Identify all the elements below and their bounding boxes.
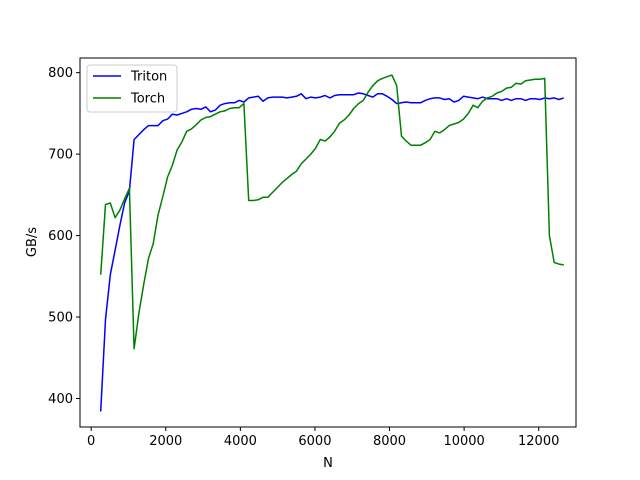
- ticks-layer: 0 2000 4000 6000 8000 10000 12000 400 500 600 700 8…: [48, 66, 559, 449]
- x-tick-label: 0: [87, 434, 95, 449]
- series-layer: [99, 74, 565, 412]
- legend: Triton Torch: [86, 64, 178, 113]
- x-axis-label: N: [323, 456, 333, 471]
- axes-frame: [79, 57, 577, 428]
- y-axis-label: GB/s: [25, 227, 40, 257]
- series-line-torch: [99, 74, 564, 350]
- y-tick-label: 800: [48, 66, 73, 81]
- x-tick-label: 12000: [518, 434, 559, 449]
- legend-label-torch: Torch: [130, 92, 165, 107]
- y-tick-label: 400: [48, 392, 73, 407]
- x-tick-label: 4000: [224, 434, 257, 449]
- y-tick-label: 500: [48, 311, 73, 326]
- legend-label-triton: Triton: [130, 70, 167, 85]
- y-tick-label: 700: [48, 148, 73, 163]
- y-tick-label: 600: [48, 229, 73, 244]
- x-tick-label: 6000: [298, 434, 331, 449]
- x-tick-label: 10000: [443, 434, 484, 449]
- x-tick-label: 8000: [373, 434, 406, 449]
- x-tick-label: 2000: [149, 434, 182, 449]
